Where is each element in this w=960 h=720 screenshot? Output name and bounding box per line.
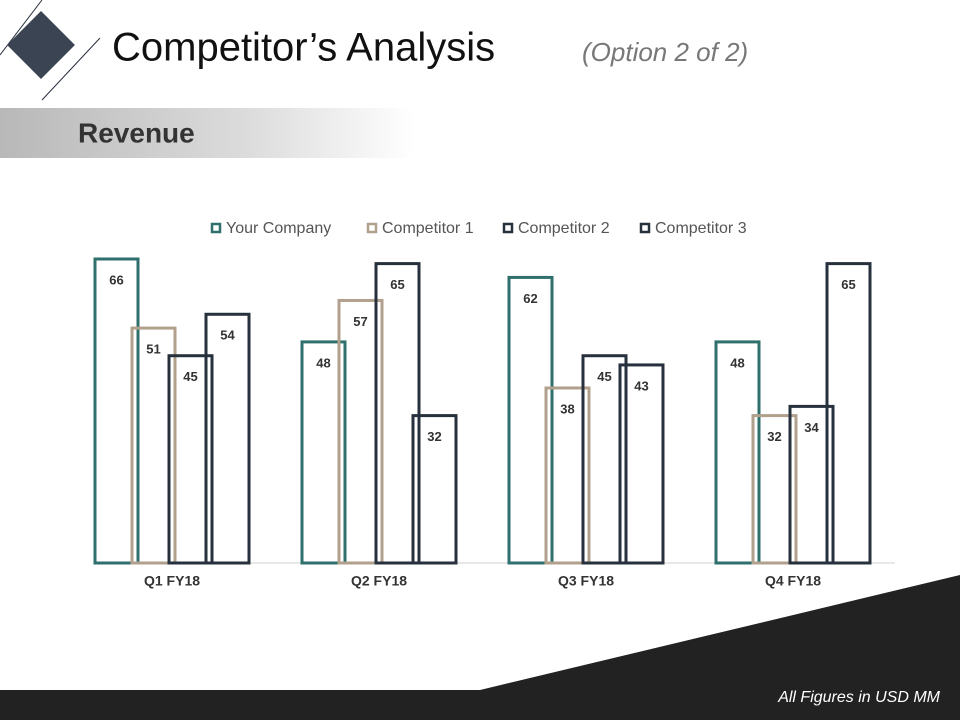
bar [751, 414, 798, 565]
legend-swatch [210, 222, 222, 234]
data-label: 38 [560, 401, 574, 416]
bar [167, 354, 214, 565]
data-label: 65 [390, 277, 404, 292]
bar [374, 262, 421, 565]
legend-swatch [366, 222, 378, 234]
bar [130, 326, 177, 565]
section-title: Revenue [78, 117, 195, 148]
section-band [0, 108, 415, 158]
bar [788, 404, 835, 565]
footnote: All Figures in USD MM [777, 689, 940, 706]
x-tick-label: Q2 FY18 [351, 573, 407, 589]
bar [544, 386, 591, 565]
bar [618, 363, 665, 565]
data-label: 34 [804, 420, 819, 435]
data-label: 54 [220, 328, 235, 343]
data-label: 48 [730, 355, 744, 370]
legend-label: Your Company [226, 220, 331, 237]
x-tick-label: Q3 FY18 [558, 573, 614, 589]
data-label: 48 [316, 355, 330, 370]
bar [714, 340, 761, 565]
data-label: 32 [767, 429, 781, 444]
data-label: 51 [146, 342, 160, 357]
bar [507, 275, 554, 565]
subtitle: (Option 2 of 2) [582, 37, 748, 67]
data-label: 57 [353, 314, 367, 329]
bar [825, 262, 872, 565]
bar [337, 298, 384, 565]
bar [93, 257, 140, 565]
legend-label: Competitor 3 [655, 220, 747, 237]
footer-shape [0, 575, 960, 720]
bar [300, 340, 347, 565]
data-label: 62 [523, 291, 537, 306]
bar [411, 414, 458, 565]
x-tick-label: Q1 FY18 [144, 573, 200, 589]
legend-swatch [639, 222, 651, 234]
data-label: 32 [427, 429, 441, 444]
legend-label: Competitor 2 [518, 220, 610, 237]
x-tick-label: Q4 FY18 [765, 573, 821, 589]
title: Competitor’s Analysis [112, 26, 495, 70]
legend-label: Competitor 1 [382, 220, 474, 237]
data-label: 43 [634, 378, 648, 393]
data-label: 66 [109, 272, 123, 287]
data-label: 65 [841, 277, 855, 292]
bar [581, 354, 628, 565]
data-label: 45 [183, 369, 197, 384]
legend-swatch [502, 222, 514, 234]
bar [204, 312, 251, 565]
logo [0, 0, 101, 101]
data-label: 45 [597, 369, 611, 384]
